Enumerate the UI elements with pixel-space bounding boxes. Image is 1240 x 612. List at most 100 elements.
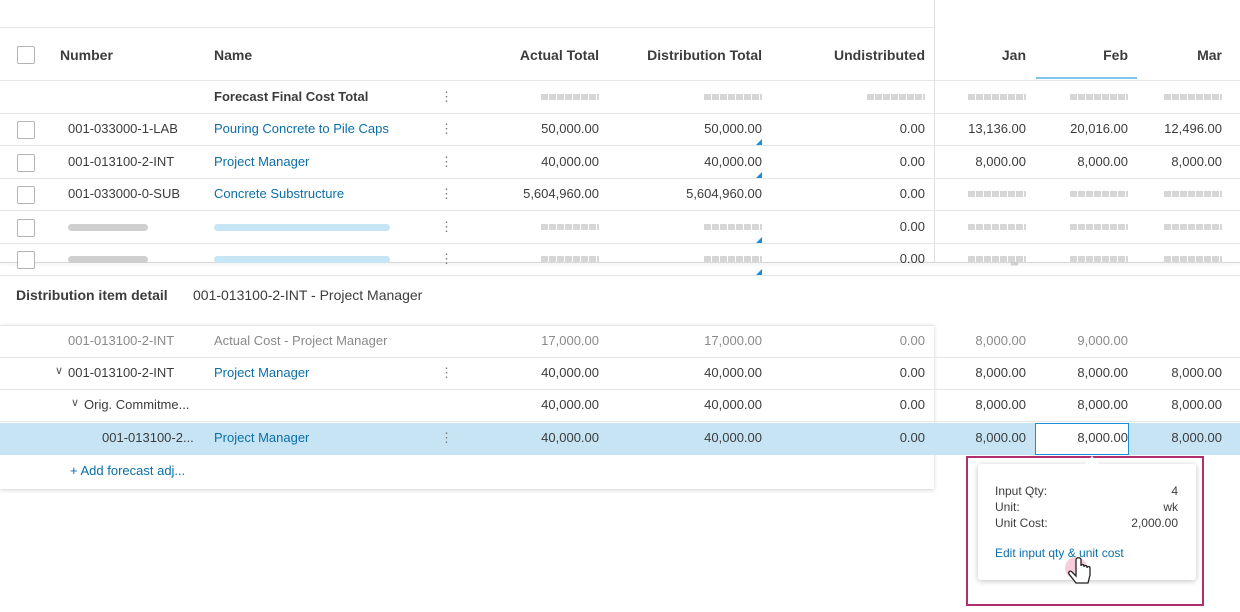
detail-distribution-total: 17,000.00: [704, 333, 762, 348]
popup-link[interactable]: Edit input qty & unit cost: [995, 546, 1124, 560]
loading-placeholder: [968, 94, 1026, 100]
row-border: [0, 113, 1240, 114]
detail-actual-total: 40,000.00: [541, 365, 599, 380]
detail-mar: 8,000.00: [1171, 397, 1222, 412]
popup-value: wk: [1163, 500, 1178, 514]
detail-actual-total: 40,000.00: [541, 397, 599, 412]
detail-subtitle: 001-013100-2-INT - Project Manager: [193, 287, 423, 303]
distribution-total: 40,000.00: [704, 154, 762, 169]
detail-jan: 8,000.00: [975, 333, 1026, 348]
highlight-box: [966, 456, 1204, 606]
row-border: [0, 178, 1240, 179]
row-checkbox[interactable]: [17, 121, 35, 139]
column-header[interactable]: Actual Total: [519, 47, 599, 63]
loading-placeholder: [1164, 224, 1222, 230]
row-menu[interactable]: ⋮: [440, 430, 453, 445]
undistributed: 0.00: [899, 219, 925, 234]
name[interactable]: Project Manager: [214, 154, 310, 169]
column-divider: [934, 0, 935, 263]
distribution-total: 5,604,960.00: [686, 186, 762, 201]
row-menu[interactable]: ⋮: [440, 121, 453, 136]
detail-actual-total: 40,000.00: [541, 430, 599, 445]
resize-handle[interactable]: ═: [1011, 259, 1019, 270]
loading-placeholder: [214, 256, 390, 263]
detail-feb: 9,000.00: [1077, 333, 1128, 348]
expand-chevron[interactable]: ∨: [55, 365, 64, 377]
row-menu[interactable]: ⋮: [440, 186, 453, 201]
column-header[interactable]: Name: [214, 47, 253, 63]
row-border: [0, 357, 1240, 358]
popup-value: 4: [1171, 484, 1178, 498]
detail-number: Orig. Commitme...: [84, 397, 190, 412]
loading-placeholder: [541, 94, 599, 100]
loading-placeholder: [541, 224, 599, 230]
column-header[interactable]: Distribution Total: [647, 47, 762, 63]
detail-panel: [0, 325, 934, 489]
loading-placeholder: [541, 256, 599, 262]
selected-row: [0, 423, 1240, 455]
detail-feb: 8,000.00: [1077, 365, 1128, 380]
name[interactable]: Concrete Substructure: [214, 186, 345, 201]
popup-value: 2,000.00: [1131, 516, 1178, 530]
column-header[interactable]: Undistributed: [834, 47, 925, 63]
detail-undistributed: 0.00: [899, 333, 925, 348]
detail-feb: 8,000.00: [1077, 397, 1128, 412]
column-header[interactable]: Feb: [1103, 47, 1128, 63]
row-menu[interactable]: ⋮: [440, 251, 453, 266]
loading-placeholder: [704, 224, 762, 230]
active-cell[interactable]: [1035, 423, 1129, 455]
row-menu[interactable]: ⋮: [440, 219, 453, 234]
loading-placeholder: [214, 224, 390, 231]
column-header[interactable]: Mar: [1197, 47, 1222, 63]
loading-placeholder: [1164, 256, 1222, 262]
detail-mar: 8,000.00: [1171, 365, 1222, 380]
column-header[interactable]: Jan: [1001, 47, 1026, 63]
mar: 12,496.00: [1164, 121, 1222, 136]
number: 001-033000-0-SUB: [68, 186, 181, 201]
loading-placeholder: [704, 256, 762, 262]
loading-placeholder: [704, 94, 762, 100]
row-border: [0, 389, 1240, 390]
hand-cursor: [1065, 557, 1091, 584]
row-checkbox[interactable]: [17, 154, 35, 172]
popup-label: Unit:: [995, 500, 1020, 514]
undistributed: 0.00: [899, 186, 925, 201]
row-border: [0, 421, 1240, 422]
detail-jan: 8,000.00: [975, 430, 1026, 445]
loading-placeholder: [867, 94, 925, 100]
number: 001-033000-1-LAB: [68, 121, 178, 136]
mar: 8,000.00: [1171, 154, 1222, 169]
row-checkbox[interactable]: [17, 219, 35, 237]
loading-placeholder: [1070, 256, 1128, 262]
detail-name: Actual Cost - Project Manager: [214, 333, 388, 348]
detail-jan: 8,000.00: [975, 365, 1026, 380]
row-checkbox[interactable]: [17, 251, 35, 269]
select-all-checkbox[interactable]: [17, 46, 35, 64]
detail-number: 001-013100-2...: [102, 430, 194, 445]
detail-distribution-total: 40,000.00: [704, 430, 762, 445]
edited-indicator: [756, 237, 762, 243]
row-checkbox[interactable]: [17, 186, 35, 204]
detail-distribution-total: 40,000.00: [704, 397, 762, 412]
add-forecast-link[interactable]: + Add forecast adj...: [70, 463, 186, 478]
row-menu[interactable]: ⋮: [440, 89, 453, 104]
detail-name: Project Manager: [214, 365, 310, 380]
detail-undistributed: 0.00: [899, 430, 925, 445]
row-menu[interactable]: ⋮: [440, 365, 453, 380]
detail-number: 001-013100-2-INT: [68, 365, 175, 380]
undistributed: 0.00: [899, 251, 925, 266]
distribution-total: 50,000.00: [704, 121, 762, 136]
loading-placeholder: [68, 224, 148, 231]
header-border: [0, 80, 1240, 81]
name: Forecast Final Cost Total: [214, 89, 369, 104]
loading-placeholder: [968, 256, 1026, 262]
row-menu[interactable]: ⋮: [440, 154, 453, 169]
feb: 20,016.00: [1070, 121, 1128, 136]
detail-actual-total: 17,000.00: [541, 333, 599, 348]
detail-undistributed: 0.00: [899, 365, 925, 380]
expand-chevron[interactable]: ∨: [71, 397, 80, 409]
column-header[interactable]: Number: [60, 47, 113, 63]
loading-placeholder: [1070, 224, 1128, 230]
name[interactable]: Pouring Concrete to Pile Caps: [214, 121, 389, 136]
